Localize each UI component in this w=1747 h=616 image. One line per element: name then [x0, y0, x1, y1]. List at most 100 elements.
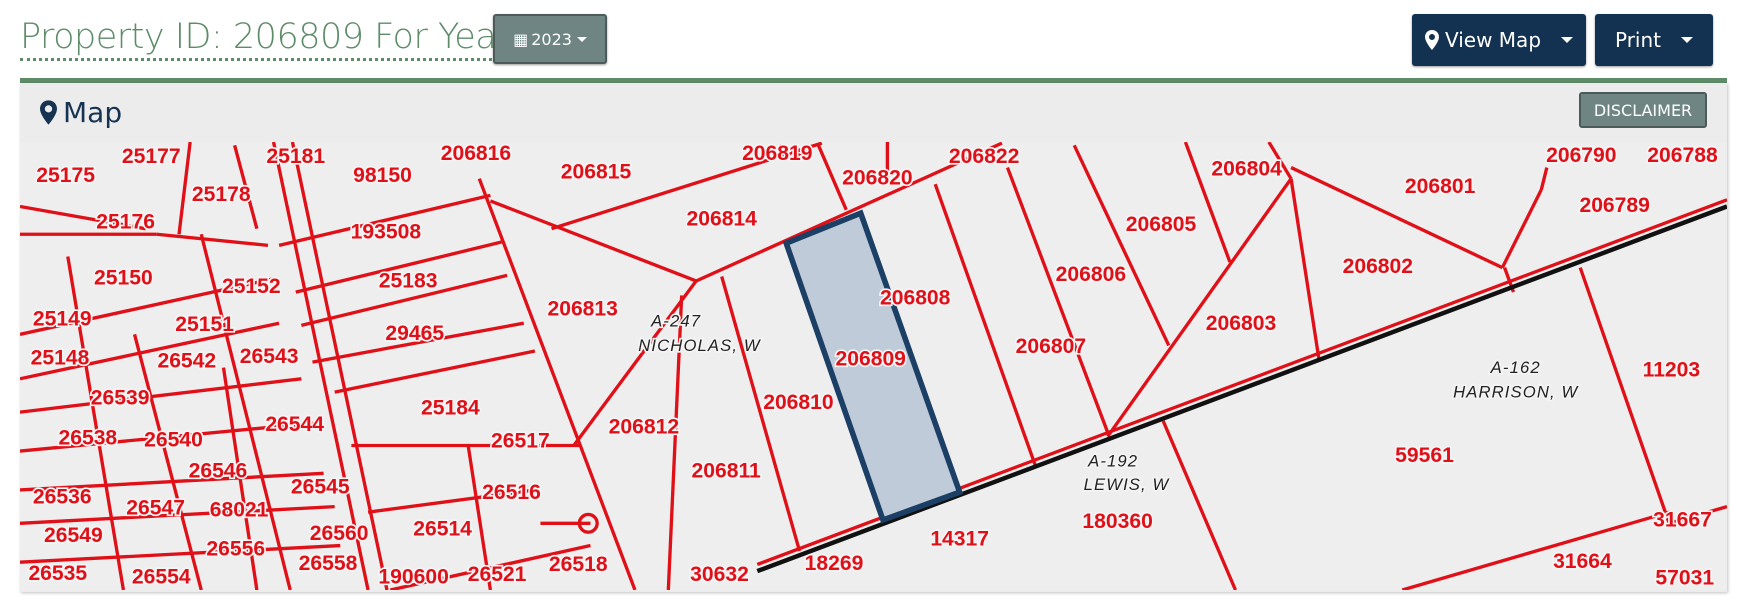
parcel-label[interactable]: 206816	[439, 142, 513, 166]
parcel-boundary-line	[1500, 233, 1521, 269]
parcel-label[interactable]: 26556	[205, 536, 267, 562]
parcel-label[interactable]: 206815	[559, 159, 633, 185]
parcel-label[interactable]: 26514	[412, 516, 474, 542]
parcel-label[interactable]: 26536	[31, 484, 93, 510]
parcel-label[interactable]: 25175	[35, 162, 97, 188]
parcel-label[interactable]: 206788	[1646, 142, 1720, 168]
parcel-label[interactable]: 31664	[1551, 548, 1613, 574]
parcel-label[interactable]: 26538	[57, 425, 119, 451]
parcel-label[interactable]: 26539	[89, 385, 151, 411]
print-button[interactable]: Print	[1595, 14, 1713, 66]
parcel-label[interactable]: 26542	[156, 348, 218, 374]
parcel-boundary-line	[695, 142, 1003, 283]
parcel-label[interactable]: 26560	[308, 520, 370, 546]
view-map-button[interactable]: View Map	[1412, 14, 1586, 66]
parcel-label[interactable]: 25178	[190, 181, 252, 207]
parcel-boundary-line	[20, 321, 280, 381]
selected-parcel-highlight[interactable]	[782, 209, 964, 524]
parcel-boundary-line	[312, 321, 525, 364]
parcel-boundary-line	[466, 445, 493, 590]
parcel-label[interactable]: 25149	[31, 306, 93, 332]
parcel-label[interactable]: 30632	[688, 561, 750, 587]
parcel-boundary-line	[1183, 142, 1232, 263]
abstract-label: LEWIS, W	[1084, 475, 1171, 494]
parcel-boundary-line	[477, 178, 637, 590]
parcel-label[interactable]: 206822	[947, 143, 1021, 169]
parcel-label[interactable]: 68021	[208, 497, 270, 523]
parcel-label[interactable]: 206803	[1204, 310, 1278, 336]
parcel-label[interactable]: 206819	[740, 142, 814, 166]
parcel-label[interactable]: 25183	[377, 268, 439, 294]
parcel-boundary-line	[66, 256, 126, 590]
parcel-label[interactable]: 59561	[1393, 443, 1455, 469]
parcel-label[interactable]: 25152	[220, 274, 282, 300]
parcel-label[interactable]: 26558	[297, 550, 359, 576]
abstract-label: HARRISON, W	[1453, 383, 1579, 402]
parcel-label[interactable]: 26517	[489, 428, 551, 454]
parcel-label[interactable]: 26547	[125, 495, 187, 521]
parcel-boundary-line	[1161, 420, 1238, 590]
parcel-label[interactable]: 26545	[289, 474, 351, 500]
parcel-label[interactable]: 206809	[834, 346, 908, 372]
parcel-label[interactable]: 206808	[878, 285, 952, 311]
parcel-label[interactable]: 25184	[419, 395, 481, 421]
parcel-label[interactable]: 25148	[29, 345, 91, 371]
parcel-label[interactable]: 25177	[120, 143, 182, 169]
parcel-label[interactable]: 206820	[840, 165, 914, 191]
section-divider	[20, 78, 1727, 83]
disclaimer-button[interactable]: DISCLAIMER	[1579, 92, 1707, 128]
parcel-label[interactable]: 25151	[174, 311, 236, 337]
parcel-label[interactable]: 193508	[349, 219, 423, 245]
parcel-label[interactable]: 29465	[384, 320, 446, 346]
parcel-label[interactable]: 25181	[265, 143, 327, 169]
parcel-label[interactable]: 31667	[1651, 507, 1713, 533]
parcel-label[interactable]: 206806	[1054, 261, 1128, 287]
parcel-boundary-line	[1401, 510, 1670, 590]
parcel-boundaries	[20, 142, 1727, 590]
parcel-boundary-line	[720, 276, 802, 552]
parcel-label[interactable]: 26540	[142, 427, 204, 453]
parcel-label[interactable]: 57031	[1654, 565, 1716, 590]
parcel-label[interactable]: 26546	[187, 458, 249, 484]
parcel-label[interactable]: 25150	[92, 265, 154, 291]
year-dropdown-button[interactable]: ▦ 2023	[493, 14, 607, 64]
parcel-label[interactable]: 206810	[762, 389, 836, 415]
parcel-boundary-line	[290, 142, 389, 590]
map-marker-icon	[40, 100, 57, 125]
railway-line	[756, 204, 1727, 574]
parcel-boundary-line	[271, 142, 370, 590]
parcel-label[interactable]: 14317	[929, 526, 991, 552]
parcel-label[interactable]: 206813	[546, 296, 620, 322]
parcel-label[interactable]: 26543	[238, 344, 300, 370]
parcel-boundary-line	[300, 273, 508, 328]
parcel-map[interactable]: 25175 25177 25181 98150 206816 206815 206819 20…	[20, 142, 1727, 590]
parcel-label[interactable]: 206805	[1124, 211, 1198, 237]
parcel-label[interactable]: 26544	[264, 411, 326, 437]
parcel-label[interactable]: 11203	[1641, 357, 1702, 383]
parcel-label[interactable]: 18269	[803, 550, 865, 576]
cul-de-sac	[577, 512, 599, 534]
parcel-label[interactable]: 206814	[685, 206, 759, 232]
parcel-boundary-line	[1005, 166, 1110, 433]
parcel-boundary-line	[199, 233, 292, 590]
parcel-label[interactable]: 206802	[1341, 254, 1415, 280]
parcel-label[interactable]: 25176	[95, 209, 157, 235]
parcel-label[interactable]: 26535	[27, 560, 89, 586]
parcel-label[interactable]: 26516	[481, 479, 543, 505]
parcel-label[interactable]: 26518	[547, 551, 609, 577]
parcel-label[interactable]: 206811	[690, 458, 763, 484]
parcel-label[interactable]: 26549	[42, 523, 104, 549]
parcel-label[interactable]: 180360	[1081, 508, 1155, 534]
parcel-label[interactable]: 98150	[352, 162, 414, 188]
parcel-label[interactable]: 26554	[130, 564, 192, 590]
parcel-boundary-line	[20, 504, 335, 525]
parcel-label[interactable]: 26521	[466, 561, 528, 587]
parcel-label[interactable]: 206804	[1210, 156, 1284, 182]
parcel-label[interactable]: 206790	[1544, 142, 1618, 168]
parcel-label[interactable]: 206807	[1014, 334, 1088, 360]
parcel-label[interactable]: 206801	[1403, 173, 1477, 199]
parcel-boundary-line	[389, 543, 591, 590]
parcel-label[interactable]: 206812	[607, 414, 681, 440]
parcel-label[interactable]: 190600	[377, 564, 451, 590]
parcel-label[interactable]: 206789	[1578, 192, 1652, 218]
